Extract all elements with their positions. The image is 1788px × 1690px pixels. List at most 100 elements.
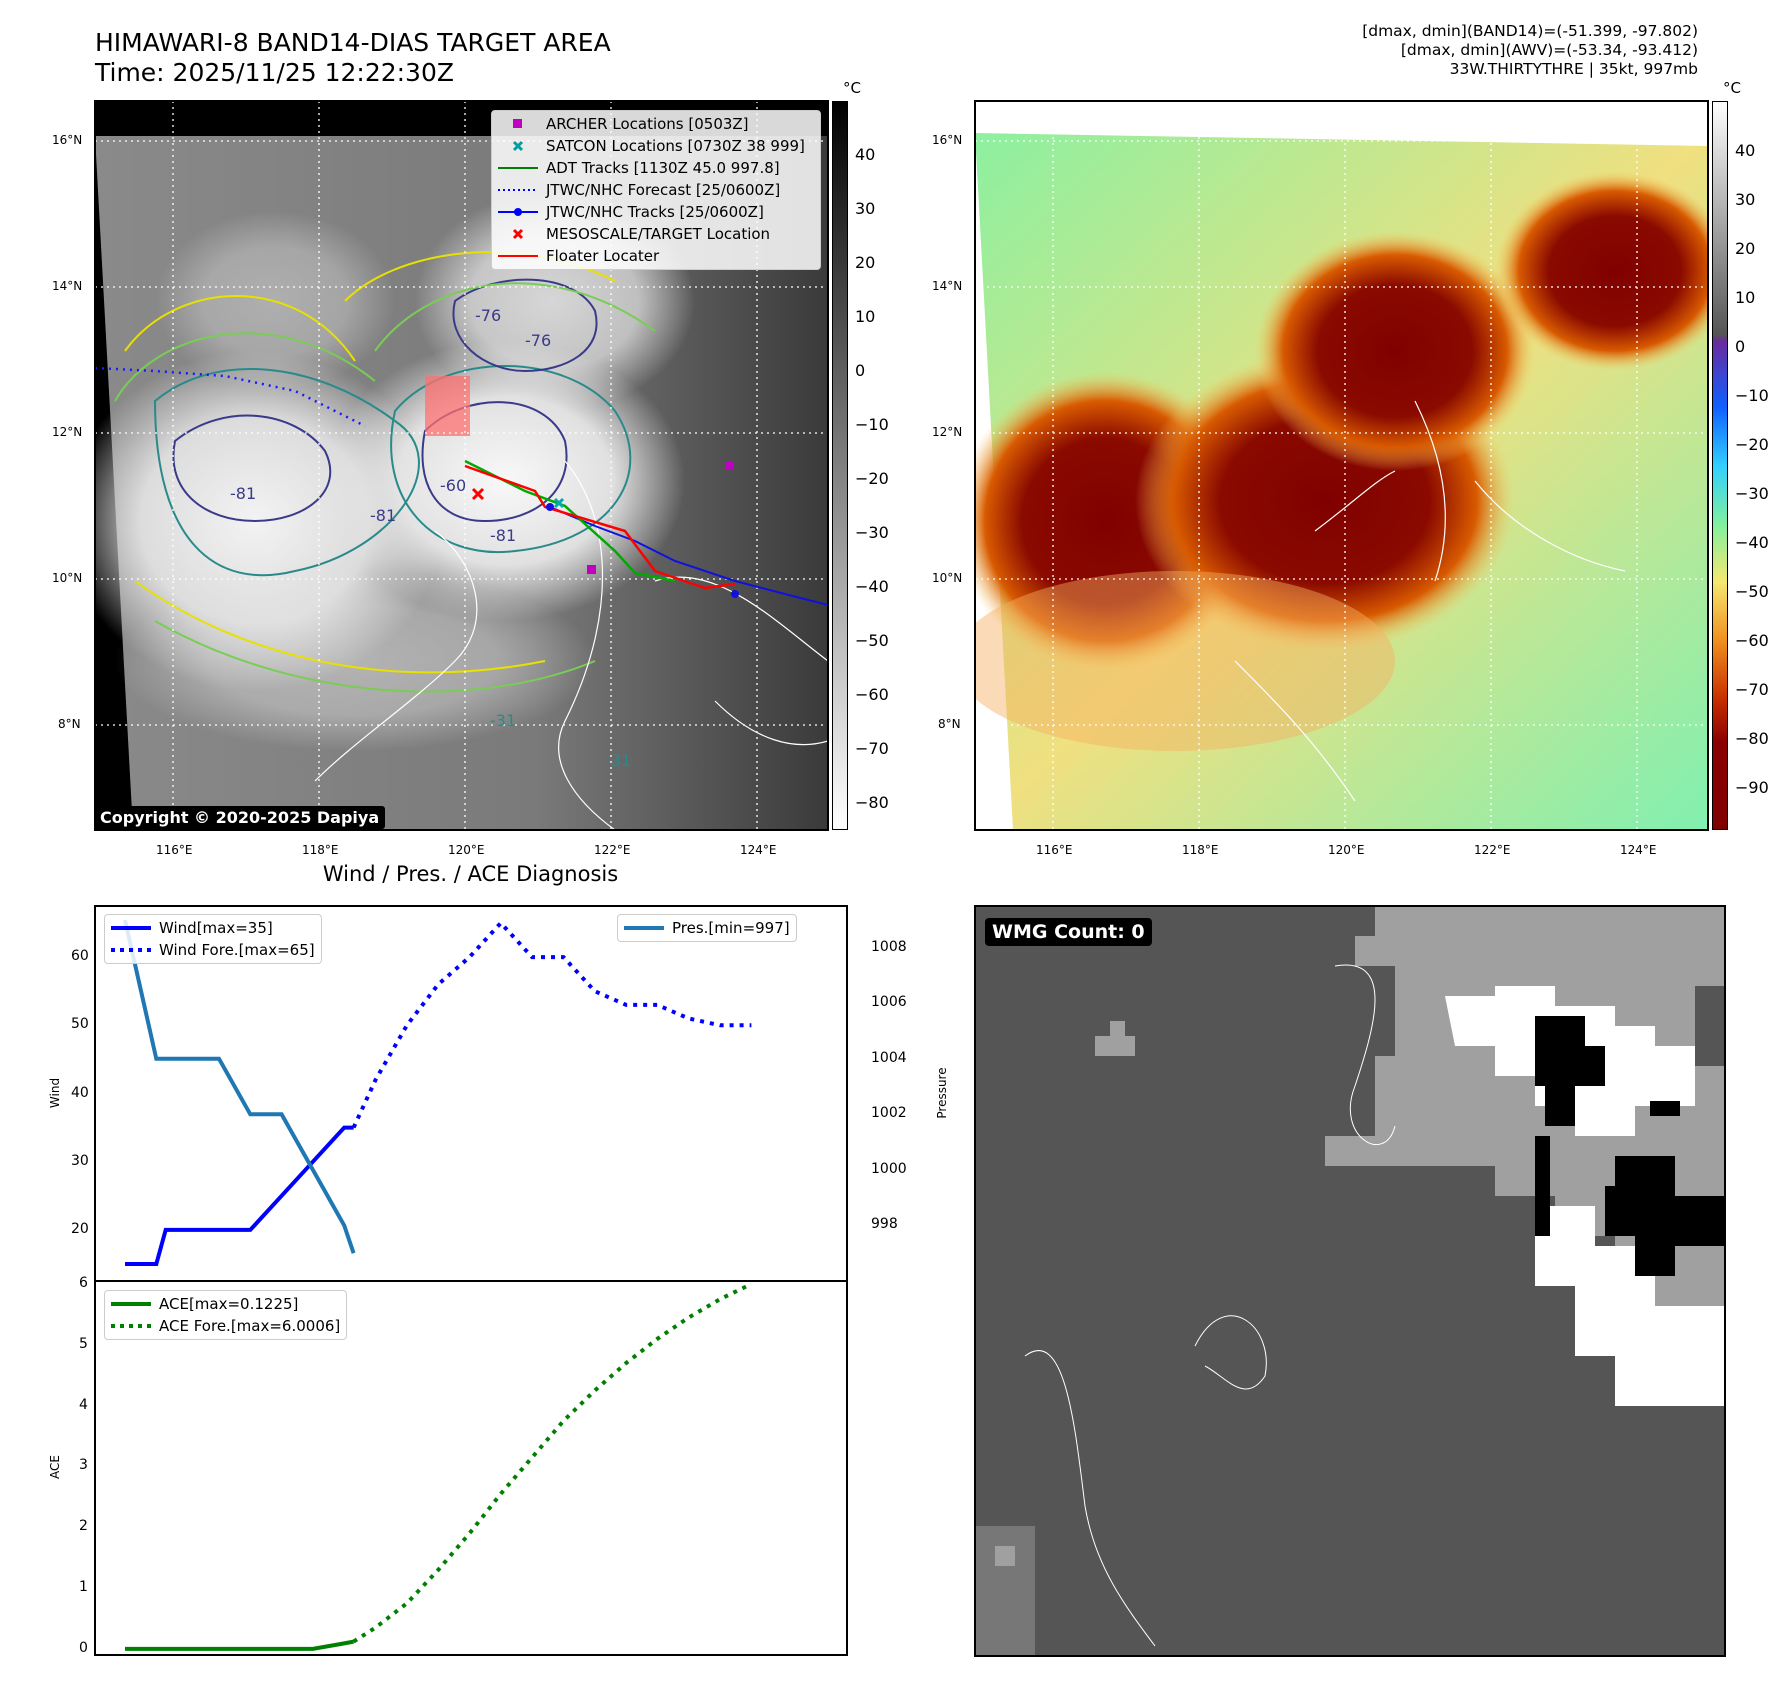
ace-chart xyxy=(125,1282,753,1651)
dotted-line-icon xyxy=(111,948,151,952)
legend-adt: ADT Tracks [1130Z 45.0 997.8] xyxy=(492,157,820,179)
series-line-0 xyxy=(125,1639,354,1651)
colorbar-tick-label: −80 xyxy=(855,793,889,812)
enhanced-map-frame xyxy=(974,100,1709,831)
legend-label: ADT Tracks [1130Z 45.0 997.8] xyxy=(546,159,780,177)
lat-label: 14°N xyxy=(52,279,83,293)
line-marker-icon xyxy=(624,926,664,930)
legend-label: ARCHER Locations [0503Z] xyxy=(546,115,749,133)
line-dot-icon xyxy=(498,208,538,216)
enhanced-colorbar xyxy=(1712,101,1728,830)
y-tick-label: 1 xyxy=(79,1579,88,1596)
lat-label: 12°N xyxy=(52,425,83,439)
enhanced-map-panel xyxy=(975,101,1708,830)
legend-ace-forecast: ACE Fore.[max=6.0006] xyxy=(105,1315,346,1337)
lon-label: 124°E xyxy=(740,843,777,857)
lat-label: 16°N xyxy=(52,133,83,147)
colorbar-tick-label: −10 xyxy=(855,415,889,434)
y-axis-label: Wind xyxy=(48,1077,62,1108)
line-marker-icon xyxy=(111,926,151,930)
lon-label: 122°E xyxy=(1474,843,1511,857)
wind-legend: Wind[max=35] Wind Fore.[max=65] xyxy=(104,914,322,964)
colorbar-tick-label: 0 xyxy=(855,361,866,380)
line-marker-icon xyxy=(111,1302,151,1306)
colorbar-tick-label: 10 xyxy=(855,307,876,326)
contour-label: -76 xyxy=(525,331,551,350)
y-right-tick-label: 1006 xyxy=(871,994,907,1011)
legend-label: SATCON Locations [0730Z 38 999] xyxy=(546,137,805,155)
series-line-2 xyxy=(123,919,356,1254)
colorbar-tick-label: 40 xyxy=(1735,141,1756,160)
legend-label: Floater Locater xyxy=(546,247,660,265)
lat-label: 12°N xyxy=(932,425,963,439)
colorbar-tick-label: −90 xyxy=(1735,778,1769,797)
series-line-1 xyxy=(351,920,752,1129)
diagnosis-title: Wind / Pres. / ACE Diagnosis xyxy=(322,862,619,886)
lon-label: 122°E xyxy=(594,843,631,857)
colorbar-tick-label: 20 xyxy=(855,253,876,272)
contour-label: -31 xyxy=(605,751,631,770)
y-right-tick-label: 998 xyxy=(871,1216,898,1233)
lat-label: 10°N xyxy=(52,571,83,585)
colorbar-tick-label: 40 xyxy=(855,145,876,164)
lat-label: 16°N xyxy=(932,133,963,147)
y-tick-label: 0 xyxy=(79,1639,88,1656)
legend-satcon: SATCON Locations [0730Z 38 999] xyxy=(492,135,820,157)
y-right-tick-label: 1008 xyxy=(871,938,907,955)
legend-label: Wind Fore.[max=65] xyxy=(159,941,315,959)
y-tick-label: 40 xyxy=(71,1084,89,1101)
lon-label: 116°E xyxy=(1036,843,1073,857)
colorbar-tick-label: −80 xyxy=(1735,729,1769,748)
lat-label: 10°N xyxy=(932,571,963,585)
legend-label: JTWC/NHC Tracks [25/0600Z] xyxy=(546,203,764,221)
legend-ace: ACE[max=0.1225] xyxy=(105,1293,346,1315)
colorbar-tick-label: 30 xyxy=(1735,190,1756,209)
colorbar-tick-label: −50 xyxy=(1735,582,1769,601)
legend-jtwc-tracks: JTWC/NHC Tracks [25/0600Z] xyxy=(492,201,820,223)
y-tick-label: 20 xyxy=(71,1220,89,1237)
y-tick-label: 30 xyxy=(71,1152,89,1169)
y-tick-label: 2 xyxy=(79,1518,88,1535)
legend-archer: ARCHER Locations [0503Z] xyxy=(492,113,820,135)
legend-mesoscale: MESOSCALE/TARGET Location xyxy=(492,223,820,245)
colorbar-tick-label: 10 xyxy=(1735,288,1756,307)
stats-info: [dmax, dmin](BAND14)=(-51.399, -97.802) … xyxy=(1362,22,1698,79)
legend-wind-forecast: Wind Fore.[max=65] xyxy=(105,939,321,961)
lat-label: 14°N xyxy=(932,279,963,293)
wmg-count-badge: WMG Count: 0 xyxy=(985,918,1152,946)
colorbar-tick-label: −30 xyxy=(855,523,889,542)
legend-jtwc-forecast: JTWC/NHC Forecast [25/0600Z] xyxy=(492,179,820,201)
info-line-3: 33W.THIRTYTHRE | 35kt, 997mb xyxy=(1449,60,1698,78)
lon-label: 120°E xyxy=(1328,843,1365,857)
ace-chart-frame xyxy=(94,1280,848,1656)
contour-label: -81 xyxy=(490,526,516,545)
info-line-1: [dmax, dmin](BAND14)=(-51.399, -97.802) xyxy=(1362,22,1698,40)
colorbar-tick-label: −20 xyxy=(1735,435,1769,454)
y-right-tick-label: 1000 xyxy=(871,1160,907,1177)
ir-map-frame xyxy=(94,100,829,831)
ir-colorbar xyxy=(832,101,848,830)
colorbar-tick-label: −10 xyxy=(1735,386,1769,405)
legend-label: ACE Fore.[max=6.0006] xyxy=(159,1317,341,1335)
lon-label: 118°E xyxy=(302,843,339,857)
colorbar-tick-label: −40 xyxy=(855,577,889,596)
y-tick-label: 4 xyxy=(79,1396,88,1413)
y-axis-label: ACE xyxy=(48,1455,62,1479)
colorbar-unit: °C xyxy=(843,79,861,97)
colorbar-tick-label: −30 xyxy=(1735,484,1769,503)
x-marker-icon xyxy=(512,228,524,240)
colorbar-tick-label: −50 xyxy=(855,631,889,650)
wind-pressure-chart xyxy=(123,919,752,1266)
wmg-panel xyxy=(975,906,1725,1656)
legend-floater: Floater Locater xyxy=(492,245,820,267)
lat-label: 8°N xyxy=(58,717,81,731)
colorbar-tick-label: −20 xyxy=(855,469,889,488)
title-line-2: Time: 2025/11/25 12:22:30Z xyxy=(95,58,454,87)
colorbar-tick-label: −70 xyxy=(855,739,889,758)
lon-label: 118°E xyxy=(1182,843,1219,857)
square-marker-icon xyxy=(513,119,522,128)
title-line-1: HIMAWARI-8 BAND14-DIAS TARGET AREA xyxy=(95,28,611,57)
y-tick-label: 6 xyxy=(79,1275,88,1292)
lon-label: 116°E xyxy=(156,843,193,857)
colorbar-tick-label: −60 xyxy=(855,685,889,704)
